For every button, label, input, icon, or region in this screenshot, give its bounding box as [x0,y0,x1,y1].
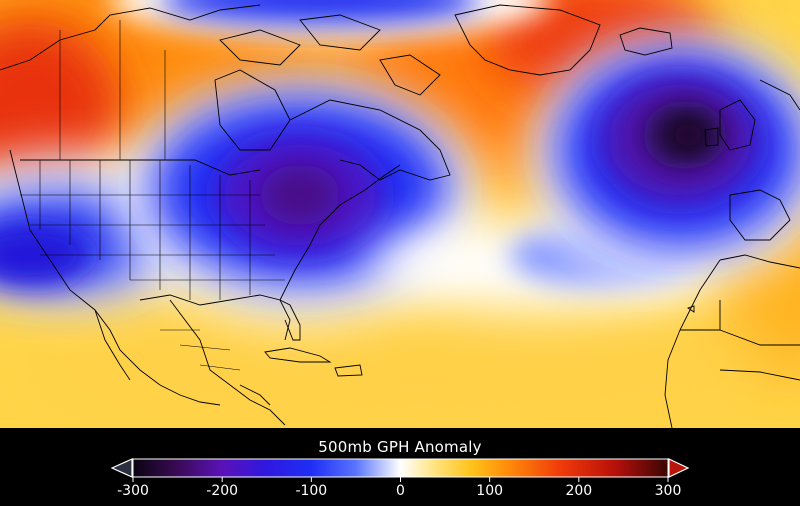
colorbar-tick-label: 100 [476,483,504,499]
colorbar-tick-label: -200 [206,483,239,499]
colorbar-tick-marks [132,477,669,482]
colorbar [110,458,690,482]
colorbar-tick-label: -100 [295,483,328,499]
colorbar-min-arrow [110,458,133,478]
negative-anomaly-layer [0,0,800,320]
colorbar-tick-label: -300 [117,483,149,499]
colorbar-max-arrow [668,458,690,478]
colorbar-tick-label: 0 [396,483,405,499]
legend-panel: 500mb GPH Anomaly -300 -200 -100 0 100 200 300 [0,428,800,506]
colorbar-tick-label: 200 [565,483,593,499]
coastline-layer [0,4,800,428]
anomaly-map [0,0,800,428]
colorbar-tick-label: 300 [654,483,682,499]
colorbar-gradient [132,458,669,478]
state-borders-layer [20,20,285,371]
legend-title: 500mb GPH Anomaly [318,438,482,456]
